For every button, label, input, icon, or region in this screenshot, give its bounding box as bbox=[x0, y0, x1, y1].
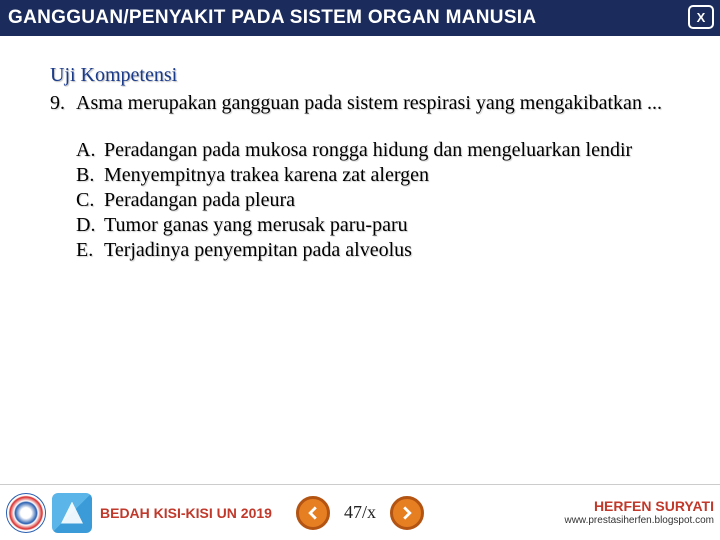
option-letter: A. bbox=[76, 138, 104, 163]
footer-bar: BEDAH KISI-KISI UN 2019 47/x HERFEN SURY… bbox=[0, 484, 720, 540]
option-text: Peradangan pada mukosa rongga hidung dan… bbox=[104, 138, 680, 163]
author-name: HERFEN SURYATI bbox=[564, 499, 714, 514]
option-text: Peradangan pada pleura bbox=[104, 188, 680, 213]
tut-wuri-logo-icon bbox=[6, 493, 46, 533]
chevron-left-icon bbox=[306, 506, 320, 520]
option-text: Terjadinya penyempitan pada alveolus bbox=[104, 238, 680, 263]
question-number: 9. bbox=[50, 91, 76, 116]
close-icon: X bbox=[697, 10, 706, 25]
option-letter: C. bbox=[76, 188, 104, 213]
page-indicator: 47/x bbox=[344, 502, 376, 523]
content-area: Uji Kompetensi 9. Asma merupakan ganggua… bbox=[0, 36, 720, 263]
options-list: A. Peradangan pada mukosa rongga hidung … bbox=[76, 138, 680, 263]
footer-logos bbox=[6, 493, 92, 533]
close-button[interactable]: X bbox=[688, 5, 714, 29]
option-text: Tumor ganas yang merusak paru-paru bbox=[104, 213, 680, 238]
chevron-right-icon bbox=[400, 506, 414, 520]
option-e: E. Terjadinya penyempitan pada alveolus bbox=[76, 238, 680, 263]
kurikulum-logo-icon bbox=[52, 493, 92, 533]
option-c: C. Peradangan pada pleura bbox=[76, 188, 680, 213]
website-url: www.prestasiherfen.blogspot.com bbox=[564, 515, 714, 526]
option-d: D. Tumor ganas yang merusak paru-paru bbox=[76, 213, 680, 238]
option-letter: E. bbox=[76, 238, 104, 263]
option-a: A. Peradangan pada mukosa rongga hidung … bbox=[76, 138, 680, 163]
option-text: Menyempitnya trakea karena zat alergen bbox=[104, 163, 680, 188]
header-title: GANGGUAN/PENYAKIT PADA SISTEM ORGAN MANU… bbox=[8, 7, 536, 29]
prev-button[interactable] bbox=[296, 496, 330, 530]
next-button[interactable] bbox=[390, 496, 424, 530]
question-text: Asma merupakan gangguan pada sistem resp… bbox=[76, 91, 680, 116]
header-bar: GANGGUAN/PENYAKIT PADA SISTEM ORGAN MANU… bbox=[0, 0, 720, 36]
footer-right: HERFEN SURYATI www.prestasiherfen.blogsp… bbox=[564, 499, 714, 525]
option-letter: B. bbox=[76, 163, 104, 188]
question-row: 9. Asma merupakan gangguan pada sistem r… bbox=[50, 91, 680, 116]
nav-controls: 47/x bbox=[296, 496, 424, 530]
section-label: Uji Kompetensi bbox=[50, 64, 680, 87]
option-letter: D. bbox=[76, 213, 104, 238]
footer-left-text: BEDAH KISI-KISI UN 2019 bbox=[100, 505, 272, 521]
option-b: B. Menyempitnya trakea karena zat alerge… bbox=[76, 163, 680, 188]
